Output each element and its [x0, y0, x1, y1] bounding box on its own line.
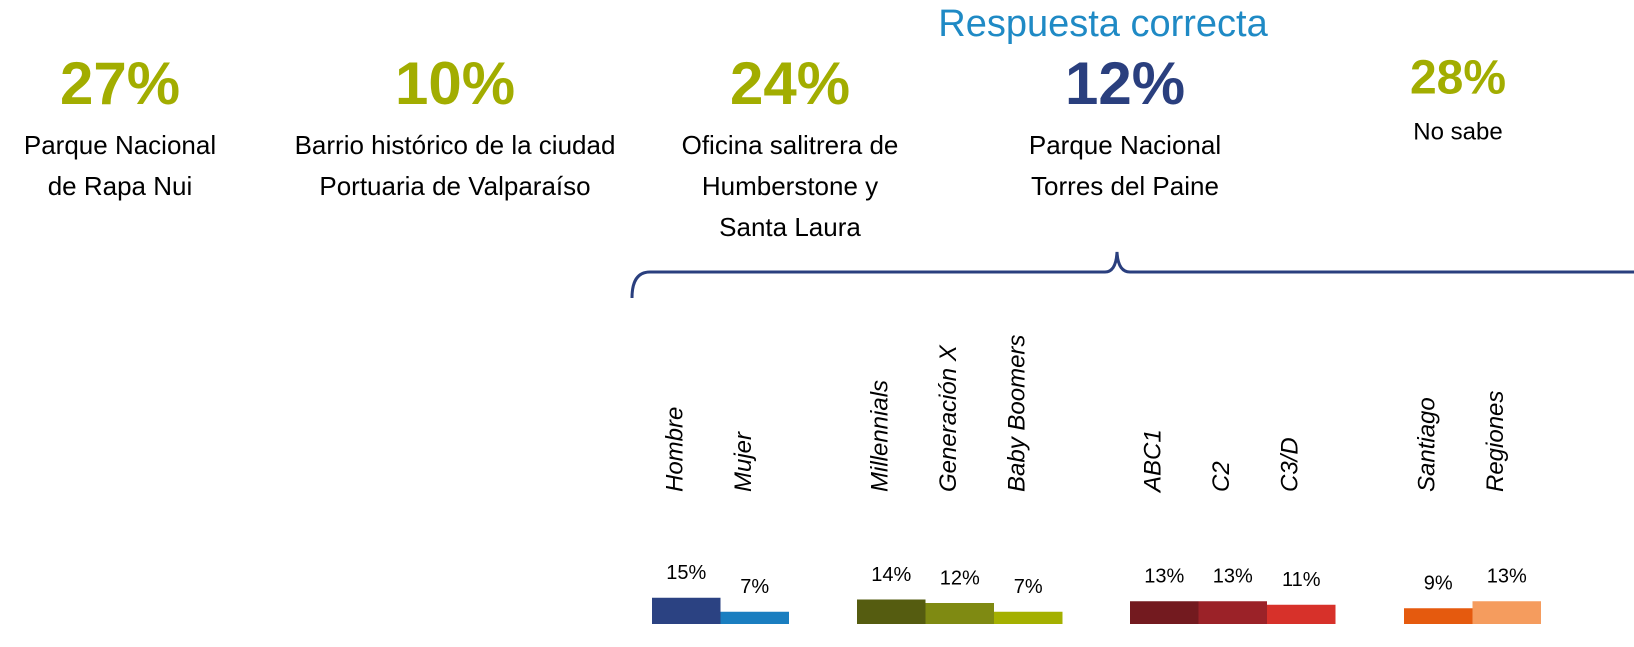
category-label: ABC1	[1140, 429, 1167, 494]
value-label: 11%	[1282, 569, 1321, 591]
answer-percent: 27%	[60, 50, 180, 117]
answer-percent: 12%	[1065, 50, 1185, 117]
bar	[1404, 608, 1473, 624]
value-label: 14%	[871, 564, 911, 586]
answer-percent: 10%	[395, 50, 515, 117]
bar	[1472, 601, 1541, 624]
bar	[857, 599, 926, 624]
value-label: 13%	[1487, 566, 1527, 588]
answer-text: Santa Laura	[719, 212, 861, 242]
bar	[1198, 601, 1267, 624]
bar	[720, 611, 789, 624]
category-label: Hombre	[662, 407, 689, 492]
value-label: 9%	[1424, 573, 1453, 595]
answer-percent: 24%	[730, 50, 850, 117]
category-label: Regiones	[1482, 391, 1509, 492]
bar	[1130, 601, 1199, 624]
answer-text: Parque Nacional	[24, 130, 216, 160]
brace	[630, 251, 1634, 299]
bar	[652, 597, 721, 624]
value-label: 7%	[1014, 576, 1043, 598]
category-label: Generación X	[935, 344, 962, 492]
category-label: Mujer	[730, 431, 757, 492]
answer-text: Barrio histórico de la ciudad	[295, 130, 616, 160]
answer-text: Humberstone y	[702, 171, 878, 201]
answer-text: Torres del Paine	[1031, 171, 1219, 201]
bar	[1267, 604, 1336, 624]
category-label: Baby Boomers	[1004, 335, 1031, 492]
correct-header: Respuesta correcta	[938, 3, 1268, 45]
category-label: Millennials	[867, 380, 894, 492]
answer-text: No sabe	[1413, 118, 1502, 145]
answer-percent: 28%	[1410, 52, 1506, 105]
value-label: 7%	[740, 576, 769, 598]
bar	[925, 603, 994, 624]
category-label: Santiago	[1414, 397, 1441, 492]
answer-text: Oficina salitrera de	[682, 130, 899, 160]
value-label: 13%	[1213, 566, 1253, 588]
answer-text: de Rapa Nui	[48, 171, 193, 201]
value-label: 12%	[940, 567, 980, 589]
bar	[994, 611, 1063, 624]
value-label: 13%	[1144, 566, 1184, 588]
value-label: 15%	[666, 562, 706, 584]
answer-text: Parque Nacional	[1029, 130, 1221, 160]
category-label: C2	[1208, 461, 1235, 492]
answer-text: Portuaria de Valparaíso	[319, 171, 590, 201]
category-label: C3/D	[1277, 437, 1304, 492]
